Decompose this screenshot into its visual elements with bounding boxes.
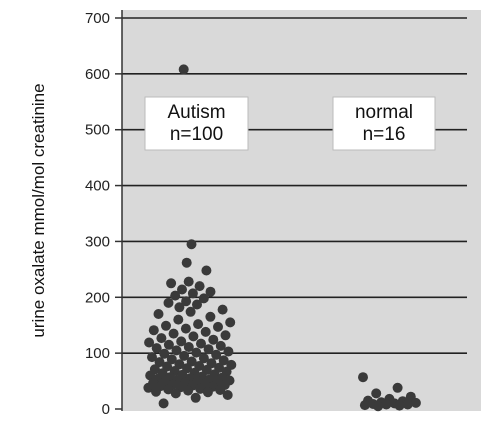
data-point — [194, 281, 205, 292]
data-point — [223, 346, 234, 357]
data-point — [171, 345, 182, 356]
y-tick-label: 0 — [102, 401, 110, 418]
data-point — [183, 276, 194, 287]
data-point — [394, 400, 405, 411]
data-points — [143, 64, 421, 412]
data-point — [161, 320, 171, 331]
data-point — [173, 314, 184, 325]
data-point — [208, 334, 219, 345]
data-point — [181, 296, 192, 307]
data-point — [193, 319, 204, 330]
data-point — [168, 328, 179, 339]
data-point — [190, 392, 201, 403]
data-point — [198, 353, 209, 364]
y-tick-label: 100 — [85, 345, 110, 362]
data-point — [410, 397, 421, 408]
data-point — [215, 385, 226, 395]
data-point — [196, 338, 206, 349]
data-point — [151, 343, 162, 354]
group-label-line: Autism — [167, 102, 225, 123]
data-point — [163, 297, 174, 308]
data-point — [179, 350, 190, 361]
data-point — [183, 385, 194, 396]
data-point — [163, 339, 174, 350]
data-point — [205, 311, 216, 322]
data-point — [201, 265, 212, 276]
data-point — [359, 400, 370, 411]
data-point — [185, 306, 196, 317]
data-point — [153, 309, 164, 319]
data-point — [222, 390, 233, 400]
data-point — [166, 278, 177, 289]
data-point — [192, 299, 202, 310]
y-tick-label: 300 — [85, 233, 110, 250]
data-point — [186, 239, 197, 250]
data-point — [381, 399, 392, 410]
data-point — [215, 340, 226, 351]
data-point — [170, 388, 181, 399]
data-point — [191, 347, 202, 358]
data-point — [188, 331, 199, 342]
data-point — [144, 337, 155, 348]
y-tick-label: 700 — [85, 10, 110, 27]
data-point — [183, 342, 194, 352]
data-point — [198, 293, 209, 304]
group-label-line: n=100 — [170, 124, 223, 145]
data-point — [170, 290, 181, 301]
group-label-box — [144, 96, 249, 151]
data-point — [181, 257, 192, 268]
data-point — [174, 302, 185, 313]
data-point — [225, 317, 236, 328]
data-point — [143, 382, 154, 393]
data-point — [148, 325, 159, 336]
data-point — [163, 384, 174, 395]
data-point — [205, 286, 216, 297]
data-point — [180, 323, 191, 334]
data-point — [213, 321, 223, 332]
data-point — [145, 370, 156, 381]
data-point — [220, 330, 231, 341]
data-point — [156, 333, 167, 344]
data-point — [392, 382, 403, 393]
data-point — [154, 357, 165, 368]
y-axis-label: urine oxalate mmol/mol creatinine — [29, 83, 48, 337]
data-point — [159, 348, 170, 359]
group-label-line: normal — [355, 102, 413, 123]
data-point — [187, 288, 198, 299]
y-tick-label: 600 — [85, 66, 110, 83]
data-point — [358, 372, 368, 383]
data-point — [217, 304, 228, 315]
data-point — [203, 344, 214, 355]
data-point — [147, 352, 157, 363]
data-point — [166, 354, 177, 365]
data-point — [177, 284, 187, 295]
y-tick-label: 200 — [85, 289, 110, 306]
data-point — [178, 64, 189, 75]
data-point — [218, 355, 229, 366]
group-label-line: n=16 — [363, 124, 406, 145]
data-point — [200, 326, 211, 337]
y-tick-label: 500 — [85, 122, 110, 139]
data-point — [402, 399, 413, 410]
data-point — [211, 349, 222, 360]
data-point — [373, 401, 384, 412]
data-point — [202, 387, 213, 398]
y-tick-label: 400 — [85, 178, 110, 195]
group-label-box — [332, 96, 436, 151]
data-point — [371, 388, 382, 399]
y-ticks: 0 100 200 300 400 500 600 700 — [85, 10, 122, 418]
data-point — [151, 386, 161, 397]
data-point — [195, 383, 206, 394]
data-point — [176, 336, 187, 347]
data-point — [158, 398, 169, 409]
